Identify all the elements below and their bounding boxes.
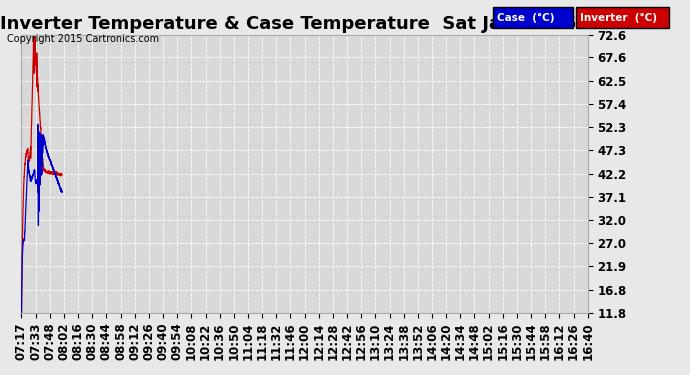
Title: Inverter Temperature & Case Temperature  Sat Jan 24 16:44: Inverter Temperature & Case Temperature …	[1, 15, 609, 33]
Text: Inverter  (°C): Inverter (°C)	[580, 13, 657, 22]
Text: Copyright 2015 Cartronics.com: Copyright 2015 Cartronics.com	[7, 34, 159, 44]
Text: Case  (°C): Case (°C)	[497, 13, 554, 22]
